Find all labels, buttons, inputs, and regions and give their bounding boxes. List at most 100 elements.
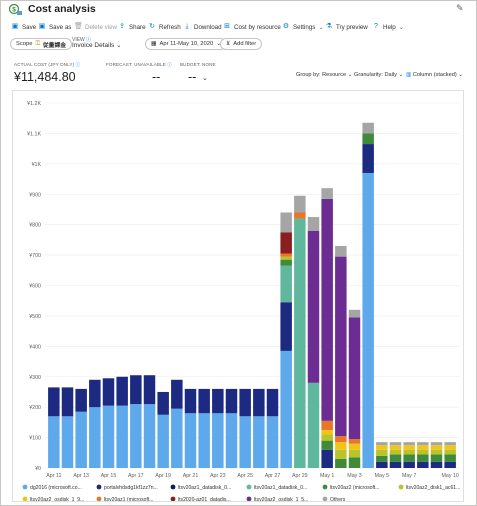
legend-swatch — [22, 496, 28, 502]
y-tick-label: ¥300 — [29, 375, 41, 381]
bar-segment — [294, 218, 306, 468]
chevron-down-icon: ⌄ — [398, 72, 404, 78]
info-icon: ⓘ — [75, 62, 81, 67]
bar-segment — [430, 442, 443, 446]
bar-segment — [348, 439, 361, 444]
x-tick-label: Apr 27 — [265, 473, 281, 479]
chevron-down-icon: ⌄ — [318, 23, 324, 31]
legend-label: ltsv20az2_disk1_ac61... — [406, 485, 460, 491]
bar-segment — [376, 442, 388, 446]
bar-segment — [403, 461, 415, 468]
bar-segment — [430, 454, 443, 462]
bar-segment — [212, 388, 224, 414]
title-bar: $ Cost analysis ✎ — [0, 0, 477, 19]
y-tick-label: ¥800 — [29, 223, 41, 229]
bar-segment — [116, 376, 128, 406]
delete-icon: 🗑 — [74, 23, 83, 30]
bar-segment — [389, 442, 402, 446]
bar-segment — [294, 212, 306, 219]
try-preview-button[interactable]: ⚗ Try preview — [325, 23, 368, 31]
share-button[interactable]: ⇪ Share — [119, 23, 146, 31]
bar-segment — [321, 420, 333, 430]
help-button[interactable]: ? Help ⌄ — [372, 23, 404, 31]
share-icon: ⇪ — [119, 23, 125, 30]
bar-segment — [130, 375, 142, 405]
bar-segment — [417, 442, 429, 446]
download-button[interactable]: ⤓ Download — [183, 23, 221, 31]
bar-segment — [430, 449, 443, 455]
bar-segment — [48, 387, 60, 417]
bar-segment — [253, 416, 265, 468]
y-tick-label: ¥700 — [29, 253, 41, 259]
bar-segment — [348, 449, 361, 458]
x-tick-label: Apr 21 — [183, 473, 199, 479]
y-tick-label: ¥200 — [29, 405, 41, 411]
x-tick-label: May 3 — [347, 473, 361, 479]
cost-by-resource-button[interactable]: ⊞ Cost by resource — [224, 23, 281, 31]
bar-segment — [376, 461, 388, 468]
legend-swatch — [22, 484, 28, 490]
x-tick-label: Apr 23 — [210, 473, 226, 479]
legend-swatch — [170, 496, 176, 502]
chart-type-dropdown[interactable]: ▥ Column (stacked) ⌄ — [406, 72, 463, 78]
bar-segment — [184, 413, 197, 468]
chart-panel: ¥0 ¥100 ¥200 ¥300 ¥400 ¥500 ¥600 ¥700 ¥800 ¥900 ¥1… — [12, 90, 464, 503]
bar-segment — [403, 442, 415, 446]
y-tick-label: ¥0 — [35, 466, 41, 472]
y-tick-label: ¥900 — [29, 192, 41, 198]
bar-segment — [389, 461, 402, 468]
x-tick-label: Apr 13 — [73, 473, 89, 479]
bar-segment — [171, 379, 183, 409]
group-by-dropdown[interactable]: Group by: Resource ⌄ — [296, 72, 353, 78]
bar-segment — [430, 445, 443, 450]
chevron-down-icon[interactable]: ⌄ — [202, 75, 208, 82]
bar-segment — [321, 198, 333, 421]
x-tick-label: Apr 17 — [128, 473, 144, 479]
save-as-button[interactable]: ▣ Save as — [38, 23, 72, 31]
save-button[interactable]: ▣ Save — [11, 23, 37, 31]
bar-segment — [239, 416, 251, 468]
bar-segment — [444, 445, 456, 450]
delete-view-button[interactable]: 🗑 Delete view — [74, 23, 117, 31]
x-tick-label: May 7 — [402, 473, 416, 479]
save-as-icon: ▣ — [38, 23, 46, 30]
bar-segment — [430, 461, 443, 468]
bar-segment — [417, 454, 429, 462]
date-range-pill[interactable]: ▦ Apr 11-May 10, 2020 ⌄ — [145, 38, 228, 50]
refresh-button[interactable]: ↻ Refresh — [149, 23, 181, 31]
bar-segment — [102, 378, 115, 406]
bar-segment — [417, 461, 429, 468]
column-chart-icon: ▥ — [406, 72, 412, 78]
chevron-down-icon: ⌄ — [347, 72, 353, 78]
view-selector[interactable]: VIEW ⓘ Invoice Details ⌄ — [72, 37, 122, 49]
bar-segment — [348, 309, 361, 318]
y-tick-label: ¥1K — [32, 162, 42, 168]
filter-bar: Scope ⚿ 従量課金 VIEW ⓘ Invoice Details ⌄ ▦ … — [0, 37, 477, 54]
bar-segment — [362, 122, 374, 134]
bar-segment — [307, 217, 320, 231]
bar-segment — [348, 457, 361, 468]
actual-cost-value: ¥11,484.80 — [14, 70, 76, 84]
calendar-icon: ▦ — [151, 41, 157, 47]
scope-pill[interactable]: Scope ⚿ 従量課金 — [10, 38, 73, 50]
legend-swatch — [322, 484, 328, 490]
settings-button[interactable]: ⚙ Settings ⌄ — [282, 23, 324, 31]
pin-icon[interactable]: ✎ — [456, 3, 464, 13]
bar-segment — [321, 434, 333, 441]
add-filter-icon: ⊻ — [226, 41, 231, 47]
bar-segment — [280, 259, 292, 266]
add-filter-button[interactable]: ⊻ Add filter — [220, 38, 263, 50]
bar-segment — [225, 388, 238, 414]
legend-label: ltsv20az2_osdisk_1_9... — [30, 497, 84, 501]
bar-segment — [143, 375, 156, 405]
bar-segment — [335, 442, 347, 450]
bar-segment — [280, 256, 292, 260]
download-icon: ⤓ — [185, 23, 189, 30]
bar-segment — [335, 458, 347, 468]
bar-segment — [48, 416, 60, 468]
legend-swatch — [322, 496, 328, 502]
bar-segment — [444, 454, 456, 462]
bar-segment — [75, 411, 87, 468]
bar-segment — [75, 388, 87, 412]
granularity-dropdown[interactable]: Granularity: Daily ⌄ — [354, 72, 404, 78]
